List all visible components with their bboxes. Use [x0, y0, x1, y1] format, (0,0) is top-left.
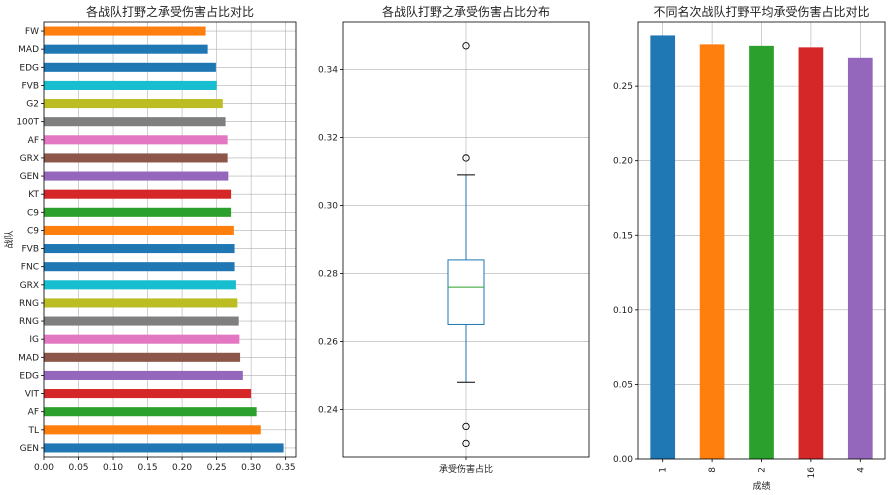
team-bar	[44, 334, 240, 344]
team-bar	[44, 80, 217, 90]
team-bar-chart-ytick-label: AF	[28, 136, 39, 146]
placement-bar-chart: 不同名次战队打野平均承受伤害占比对比 成绩 0.00 0.05 0.10 0.15 0.…	[613, 4, 886, 492]
team-bar-chart-ytick-label: EDG	[19, 63, 39, 73]
box-plot-outlier	[462, 422, 470, 431]
team-bar	[44, 425, 261, 435]
team-bar-chart-ytick-label: KT	[28, 190, 39, 200]
team-bar-chart-ytick-label: C9	[27, 226, 39, 236]
team-bar-chart-xtick-label: 0.00	[34, 463, 54, 473]
team-bar	[44, 316, 239, 326]
placement-bar-chart-ytick-label: 0.25	[613, 82, 633, 92]
team-bar-chart-ytick-label: FW	[25, 27, 39, 37]
placement-bar-chart-xtick-label: 4	[856, 467, 866, 473]
box-plot-title: 各战队打野之承受伤害占比分布	[382, 4, 550, 19]
team-bar-chart-ytick-label: GRX	[20, 154, 39, 164]
box-plot-chart: 各战队打野之承受伤害占比分布 0.24 0.26 0.28 0.30 0.32 0.34 承…	[318, 4, 590, 475]
team-bar	[44, 244, 235, 254]
team-bar-chart-ytick-label: AF	[28, 408, 39, 418]
team-bar	[44, 280, 236, 290]
placement-bar-chart-xtick-label: 2	[758, 467, 768, 473]
box-plot-ytick-label: 0.30	[318, 202, 338, 212]
team-bar-chart-ytick-label: FVB	[21, 245, 39, 255]
team-bar	[44, 352, 241, 362]
placement-bar	[847, 57, 873, 459]
team-bar-chart-title: 各战队打野之承受伤害占比对比	[86, 4, 254, 19]
team-bar	[44, 62, 216, 72]
team-bar	[44, 298, 238, 308]
placement-bar-chart-xtick-label: 8	[708, 467, 718, 473]
team-bar-chart: 各战队打野之承受伤害占比对比 战队 0.00 0.05 0.10 0.15 0.20 0.…	[3, 4, 297, 473]
team-bar	[44, 443, 284, 453]
placement-bar-chart-title: 不同名次战队打野平均承受伤害占比对比	[653, 4, 869, 19]
team-bar-chart-ytick-label: MAD	[18, 45, 39, 55]
team-bar	[44, 117, 226, 127]
team-bar-chart-xtick-label: 0.25	[207, 463, 227, 473]
box-plot-category-label: 承受伤害占比	[439, 463, 493, 475]
team-bar-chart-frame	[43, 21, 297, 458]
box-plot-outlier	[462, 154, 470, 162]
team-bar-chart-ylabel: 战队	[3, 230, 15, 248]
team-bar-chart-xtick-label: 0.35	[276, 463, 296, 473]
placement-bar-chart-frame	[637, 21, 886, 460]
placement-bar	[798, 47, 824, 459]
team-bar	[44, 370, 243, 380]
team-bar	[44, 389, 252, 399]
placement-bar-chart-xtick-label: 1	[659, 467, 669, 473]
team-bar-chart-ytick-label: RNG	[19, 299, 39, 309]
box-plot-outlier	[462, 42, 470, 50]
team-bar-chart-ytick-label: MAD	[18, 353, 39, 363]
box-plot-ytick-label: 0.24	[318, 405, 338, 415]
box-plot-ytick-label: 0.26	[318, 337, 338, 347]
team-bar-chart-ytick-label: IG	[29, 335, 39, 345]
placement-bar-chart-ytick-label: 0.05	[613, 380, 633, 390]
team-bar-chart-ytick-label: VIT	[25, 390, 40, 400]
team-bar-chart-ytick-label: FNC	[21, 263, 39, 273]
team-bar-chart-ytick-label: 100T	[16, 118, 39, 128]
team-bar-chart-ytick-label: GEN	[20, 444, 39, 454]
team-bar-chart-xtick-label: 0.15	[138, 463, 158, 473]
team-bar-chart-ytick-label: G2	[26, 100, 39, 110]
team-bar	[44, 207, 232, 217]
team-bar-chart-ytick-label: TL	[27, 426, 39, 436]
team-bar	[44, 407, 257, 417]
placement-bar-chart-xlabel: 成绩	[752, 480, 770, 492]
team-bar-chart-ytick-label: GRX	[20, 281, 39, 291]
team-bar-chart-xtick-label: 0.10	[103, 463, 123, 473]
team-bar	[44, 262, 235, 272]
placement-bar-chart-ytick-label: 0.15	[613, 231, 633, 241]
box-plot-frame	[342, 21, 590, 458]
team-bar	[44, 153, 228, 163]
team-bar	[44, 189, 232, 199]
placement-bar-chart-xtick-label: 16	[807, 467, 817, 479]
team-bar	[44, 135, 228, 145]
team-bar-chart-xtick-label: 0.20	[172, 463, 192, 473]
placement-bar	[699, 44, 725, 460]
team-bar-chart-ytick-label: GEN	[20, 172, 39, 182]
team-bar	[44, 26, 206, 36]
team-bar-chart-ytick-label: EDG	[19, 371, 39, 381]
placement-bar-chart-ytick-label: 0.00	[613, 455, 633, 465]
box-plot-box	[447, 259, 485, 325]
team-bar-chart-xtick-label: 0.30	[241, 463, 261, 473]
team-bar	[44, 171, 229, 181]
box-plot-ytick-label: 0.28	[318, 269, 338, 279]
team-bar-chart-ytick-label: RNG	[19, 317, 39, 327]
box-plot-outlier	[462, 439, 470, 448]
placement-bar-chart-ytick-label: 0.20	[613, 157, 633, 167]
team-bar-chart-xtick-label: 0.05	[68, 463, 88, 473]
team-bar-chart-ytick-label: FVB	[21, 81, 39, 91]
box-plot-ytick-label: 0.32	[318, 134, 338, 144]
placement-bar	[650, 35, 676, 459]
team-bar	[44, 225, 234, 235]
team-bar	[44, 44, 208, 54]
box-plot-ytick-label: 0.34	[318, 66, 338, 76]
team-bar-chart-ytick-label: C9	[27, 208, 39, 218]
placement-bar	[749, 45, 774, 460]
placement-bar-chart-ytick-label: 0.10	[613, 306, 633, 316]
team-bar	[44, 99, 223, 109]
